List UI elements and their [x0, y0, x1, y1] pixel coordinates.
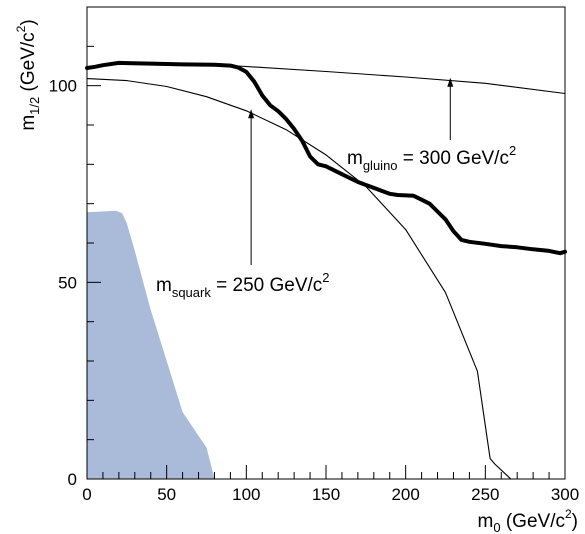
x-tick-label: 0	[82, 485, 91, 504]
x-tick-label: 300	[551, 485, 579, 504]
x-tick-label: 250	[471, 485, 499, 504]
x-tick-label: 100	[232, 485, 260, 504]
x-tick-label: 50	[157, 485, 176, 504]
gluino-annotation: mgluino = 300 GeV/c2	[347, 143, 516, 173]
squark-annotation: msquark = 250 GeV/c2	[156, 270, 330, 300]
x-tick-label: 200	[391, 485, 419, 504]
annotations-layer	[248, 77, 454, 265]
squark-arrow-head	[248, 109, 255, 119]
y-tick-label: 50	[58, 273, 77, 292]
squark-contour	[86, 78, 512, 480]
x-axis-label: m0 (GeV/c2)	[478, 507, 578, 534]
y-tick-label: 100	[49, 77, 77, 96]
y-tick-label: 0	[68, 470, 77, 489]
excluded-region	[87, 210, 215, 479]
gluino-contour	[237, 65, 566, 95]
x-tick-label: 150	[312, 485, 340, 504]
gluino-arrow-head	[447, 77, 454, 87]
limit-curve	[85, 60, 567, 256]
series-layer	[85, 6, 567, 480]
y-axis-label: m1/2 (GeV/c2)	[14, 19, 42, 130]
ticks-layer: 0 50 100 150 200 250 300 0 50 100	[49, 6, 579, 504]
